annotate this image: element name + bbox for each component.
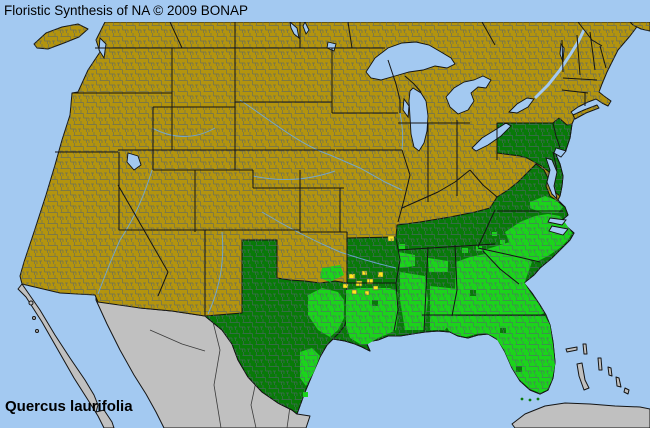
pamlico-sound <box>548 225 569 236</box>
bahamas <box>565 343 630 395</box>
lakes <box>98 20 586 236</box>
lake-manitoba <box>302 20 310 35</box>
delaware-bay <box>553 147 567 158</box>
albemarle-sound <box>547 217 567 226</box>
green-bay <box>402 97 410 119</box>
rivers <box>97 99 404 315</box>
great-salt-lake <box>126 152 142 171</box>
cuba <box>511 402 650 428</box>
lake-michigan <box>408 87 429 152</box>
map-title: Floristic Synthesis of NA © 2009 BONAP <box>0 0 650 22</box>
lake-winnipeg <box>289 20 300 40</box>
species-name-label: Quercus laurifolia <box>5 398 133 415</box>
caribbean-islands <box>511 343 650 428</box>
lake-huron <box>445 75 492 115</box>
lake-of-the-woods <box>326 41 337 52</box>
st-lawrence-river <box>533 29 586 100</box>
state-borders <box>55 21 607 332</box>
chesapeake-bay <box>545 157 558 201</box>
lake-superior <box>365 41 456 81</box>
lake-erie <box>471 122 512 152</box>
baja-california <box>17 283 115 428</box>
mexico-region <box>17 283 311 428</box>
lake-ontario <box>508 97 535 114</box>
